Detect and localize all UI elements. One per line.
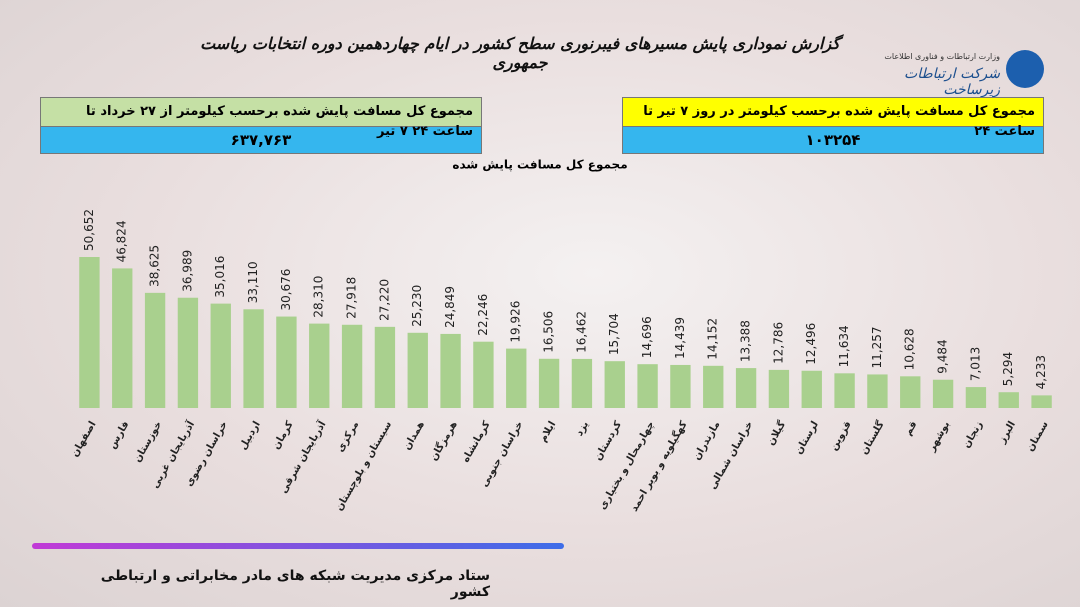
x-tick-label: لرستان <box>793 420 821 457</box>
ministry: وزارت ارتباطات و فناوری اطلاعات <box>884 52 1000 61</box>
value-label: 22,246 <box>476 294 490 336</box>
value-label: 14,152 <box>706 318 720 360</box>
bar <box>79 257 100 408</box>
bar <box>867 374 888 408</box>
x-tick-label: بوشهر <box>926 420 952 455</box>
bar <box>112 268 133 408</box>
x-tick-label: اردبیل <box>238 420 263 452</box>
value-label: 13,388 <box>739 320 753 362</box>
value-label: 11,257 <box>870 326 884 368</box>
bar <box>670 364 691 408</box>
bar <box>473 341 494 408</box>
bar <box>407 332 428 408</box>
bar <box>768 369 790 408</box>
x-tick-label: قم <box>903 420 920 438</box>
value-label: 10,628 <box>903 328 917 370</box>
x-tick-label: البرز <box>996 420 1018 447</box>
x-tick-label: خوزستان <box>132 420 164 465</box>
bar <box>309 323 330 408</box>
value-label: 14,696 <box>640 316 654 358</box>
bar <box>374 326 396 408</box>
bar <box>276 316 297 408</box>
value-label: 27,918 <box>345 277 359 319</box>
value-label: 46,824 <box>115 220 129 262</box>
x-tick-label: همدان <box>402 419 427 452</box>
value-label: 24,849 <box>443 286 457 328</box>
bar <box>243 309 264 408</box>
bar <box>571 358 593 408</box>
title: گزارش نموداری پایش مسیرهای فیبرنوری سطح … <box>200 34 840 72</box>
x-tick-label: اصفهان <box>69 420 98 459</box>
bar <box>998 392 1019 408</box>
summary-value: ۱۰۳۲۵۴ <box>623 126 1043 153</box>
value-label: 28,310 <box>312 276 326 318</box>
logo <box>1006 50 1044 88</box>
x-tick-label: هرمزگان <box>427 418 460 462</box>
bar <box>834 373 855 408</box>
value-label: 12,786 <box>771 322 785 364</box>
value-label: 16,462 <box>574 311 588 353</box>
x-tick-label: مازندران <box>691 420 722 463</box>
footer-bar <box>32 543 564 549</box>
value-label: 27,220 <box>377 279 391 321</box>
value-label: 50,652 <box>82 209 96 251</box>
bar <box>604 361 625 408</box>
value-label: 14,439 <box>673 317 687 359</box>
x-tick-label: مرکزی <box>335 420 361 455</box>
value-label: 36,989 <box>180 250 194 292</box>
bar <box>965 387 987 408</box>
bar <box>1031 395 1052 408</box>
value-label: 19,926 <box>509 301 523 343</box>
value-label: 16,506 <box>542 311 556 353</box>
x-tick-label: سمنان <box>1025 419 1051 453</box>
bar <box>177 297 199 408</box>
value-label: 12,496 <box>804 323 818 365</box>
value-label: 38,625 <box>148 245 162 287</box>
x-tick-label: یزد <box>574 419 591 438</box>
bar <box>144 292 166 408</box>
bar <box>735 368 757 408</box>
bar <box>210 303 231 408</box>
value-label: 4,233 <box>1034 355 1048 389</box>
value-label: 25,230 <box>410 285 424 327</box>
value-label: 15,704 <box>607 313 621 355</box>
x-tick-label: کرمانشاه <box>460 419 492 464</box>
company: شرکت ارتباطات زیرساخت <box>904 66 1000 98</box>
chart-title: مجموع کل مسافت پایش شده <box>452 158 627 173</box>
bar <box>703 365 724 408</box>
x-tick-label: کهگیلویه و بویر احمد <box>627 418 689 513</box>
bar <box>506 348 527 408</box>
footer: ستاد مرکزی مدیریت شبکه های مادر مخابراتی… <box>100 568 490 600</box>
value-label: 9,484 <box>936 339 950 373</box>
bar <box>932 379 954 408</box>
bar <box>538 358 560 408</box>
x-tick-label: زنجان <box>961 419 985 450</box>
x-tick-label: گیلان <box>764 418 788 447</box>
summary-label: مجموع کل مسافت پایش شده برحسب کیلومتر در… <box>623 98 1043 139</box>
x-tick-label: ایلام <box>538 420 559 445</box>
summary-box: مجموع کل مسافت پایش شده برحسب کیلومتر در… <box>622 97 1044 154</box>
value-label: 30,676 <box>279 269 293 311</box>
bar <box>440 333 461 408</box>
bar <box>341 324 363 408</box>
value-label: 11,634 <box>837 325 851 367</box>
bar <box>637 364 658 408</box>
bar <box>801 370 822 408</box>
bar <box>900 376 921 408</box>
value-label: 35,016 <box>213 256 227 298</box>
value-label: 33,110 <box>246 261 260 303</box>
x-tick-label: قزوین <box>828 420 853 453</box>
x-tick-label: فارس <box>107 420 131 451</box>
value-label: 5,294 <box>1001 352 1015 386</box>
x-tick-label: گلستان <box>857 418 887 456</box>
x-tick-label: کرمان <box>271 419 296 451</box>
summary-box: مجموع کل مسافت پایش شده برحسب کیلومتر از… <box>40 97 482 154</box>
x-tick-label: کردستان <box>593 419 624 462</box>
summary-label: مجموع کل مسافت پایش شده برحسب کیلومتر از… <box>41 98 481 139</box>
value-label: 7,013 <box>968 347 982 381</box>
summary-value: ۶۳۷,۷۶۳ <box>41 126 481 153</box>
